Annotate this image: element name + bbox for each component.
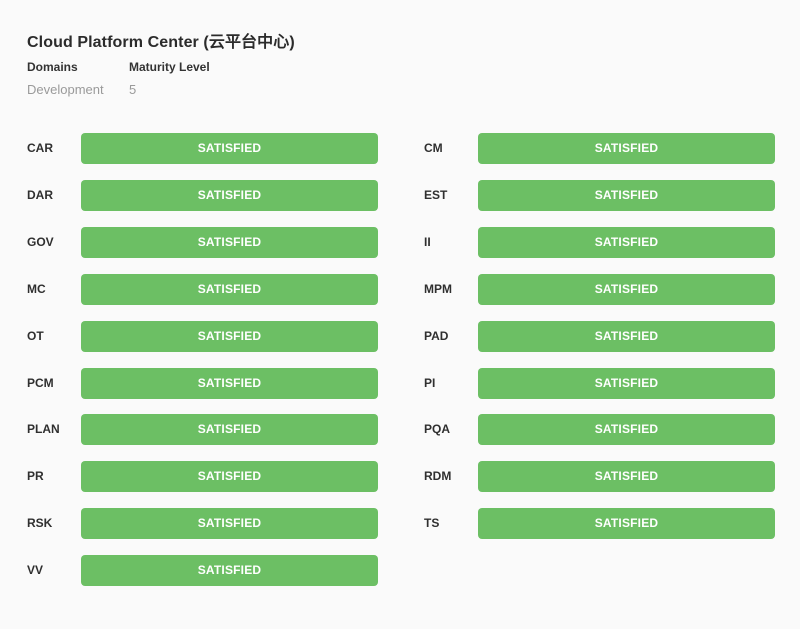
status-badge-satisfied[interactable]: SATISFIED [81, 368, 378, 399]
practice-area-code: VV [27, 563, 44, 577]
practice-area-code: CM [424, 141, 443, 155]
status-badge-satisfied[interactable]: SATISFIED [478, 227, 775, 258]
practice-area-code: II [424, 235, 431, 249]
status-badge-satisfied[interactable]: SATISFIED [81, 555, 378, 586]
status-badge-satisfied[interactable]: SATISFIED [478, 321, 775, 352]
maturity-level-header: Maturity Level [129, 60, 210, 74]
practice-area-row: RSK SATISFIED [27, 508, 387, 539]
status-badge-satisfied[interactable]: SATISFIED [81, 133, 378, 164]
page-title: Cloud Platform Center (云平台中心) [27, 34, 295, 51]
practice-area-code: TS [424, 516, 440, 530]
status-badge-satisfied[interactable]: SATISFIED [478, 274, 775, 305]
practice-area-code: GOV [27, 235, 54, 249]
practice-area-code: OT [27, 329, 44, 343]
practice-area-row: II SATISFIED [424, 227, 784, 258]
practice-area-row: VV SATISFIED [27, 555, 387, 586]
practice-area-row: PLAN SATISFIED [27, 414, 387, 445]
status-badge-satisfied[interactable]: SATISFIED [478, 180, 775, 211]
domains-value: Development [27, 82, 104, 97]
practice-area-code: PCM [27, 376, 54, 390]
practice-area-code: EST [424, 188, 448, 202]
status-badge-satisfied[interactable]: SATISFIED [81, 414, 378, 445]
practice-area-row: GOV SATISFIED [27, 227, 387, 258]
practice-area-code: PR [27, 469, 44, 483]
practice-area-row: DAR SATISFIED [27, 180, 387, 211]
practice-area-row: PAD SATISFIED [424, 321, 784, 352]
practice-area-code: CAR [27, 141, 53, 155]
status-badge-satisfied[interactable]: SATISFIED [478, 133, 775, 164]
practice-area-code: MC [27, 282, 46, 296]
practice-area-row: MC SATISFIED [27, 274, 387, 305]
practice-area-code: RDM [424, 469, 452, 483]
practice-area-row: PR SATISFIED [27, 461, 387, 492]
practice-area-code: MPM [424, 282, 452, 296]
domains-header: Domains [27, 60, 78, 74]
practice-area-code: PLAN [27, 422, 60, 436]
practice-area-row: RDM SATISFIED [424, 461, 784, 492]
status-badge-satisfied[interactable]: SATISFIED [81, 180, 378, 211]
practice-area-row: PQA SATISFIED [424, 414, 784, 445]
practice-area-row: MPM SATISFIED [424, 274, 784, 305]
practice-area-row: PCM SATISFIED [27, 368, 387, 399]
practice-area-code: PAD [424, 329, 449, 343]
maturity-level-value: 5 [129, 82, 137, 97]
practice-area-code: RSK [27, 516, 53, 530]
practice-area-row: OT SATISFIED [27, 321, 387, 352]
practice-area-code: DAR [27, 188, 53, 202]
practice-area-code: PI [424, 376, 436, 390]
status-badge-satisfied[interactable]: SATISFIED [81, 461, 378, 492]
practice-area-row: PI SATISFIED [424, 368, 784, 399]
status-badge-satisfied[interactable]: SATISFIED [478, 508, 775, 539]
status-badge-satisfied[interactable]: SATISFIED [478, 414, 775, 445]
status-badge-satisfied[interactable]: SATISFIED [81, 321, 378, 352]
status-badge-satisfied[interactable]: SATISFIED [81, 274, 378, 305]
status-badge-satisfied[interactable]: SATISFIED [478, 368, 775, 399]
status-badge-satisfied[interactable]: SATISFIED [81, 508, 378, 539]
practice-area-row: EST SATISFIED [424, 180, 784, 211]
practice-area-row: CAR SATISFIED [27, 133, 387, 164]
practice-area-row: TS SATISFIED [424, 508, 784, 539]
status-badge-satisfied[interactable]: SATISFIED [81, 227, 378, 258]
practice-area-code: PQA [424, 422, 451, 436]
status-badge-satisfied[interactable]: SATISFIED [478, 461, 775, 492]
practice-area-row: CM SATISFIED [424, 133, 784, 164]
